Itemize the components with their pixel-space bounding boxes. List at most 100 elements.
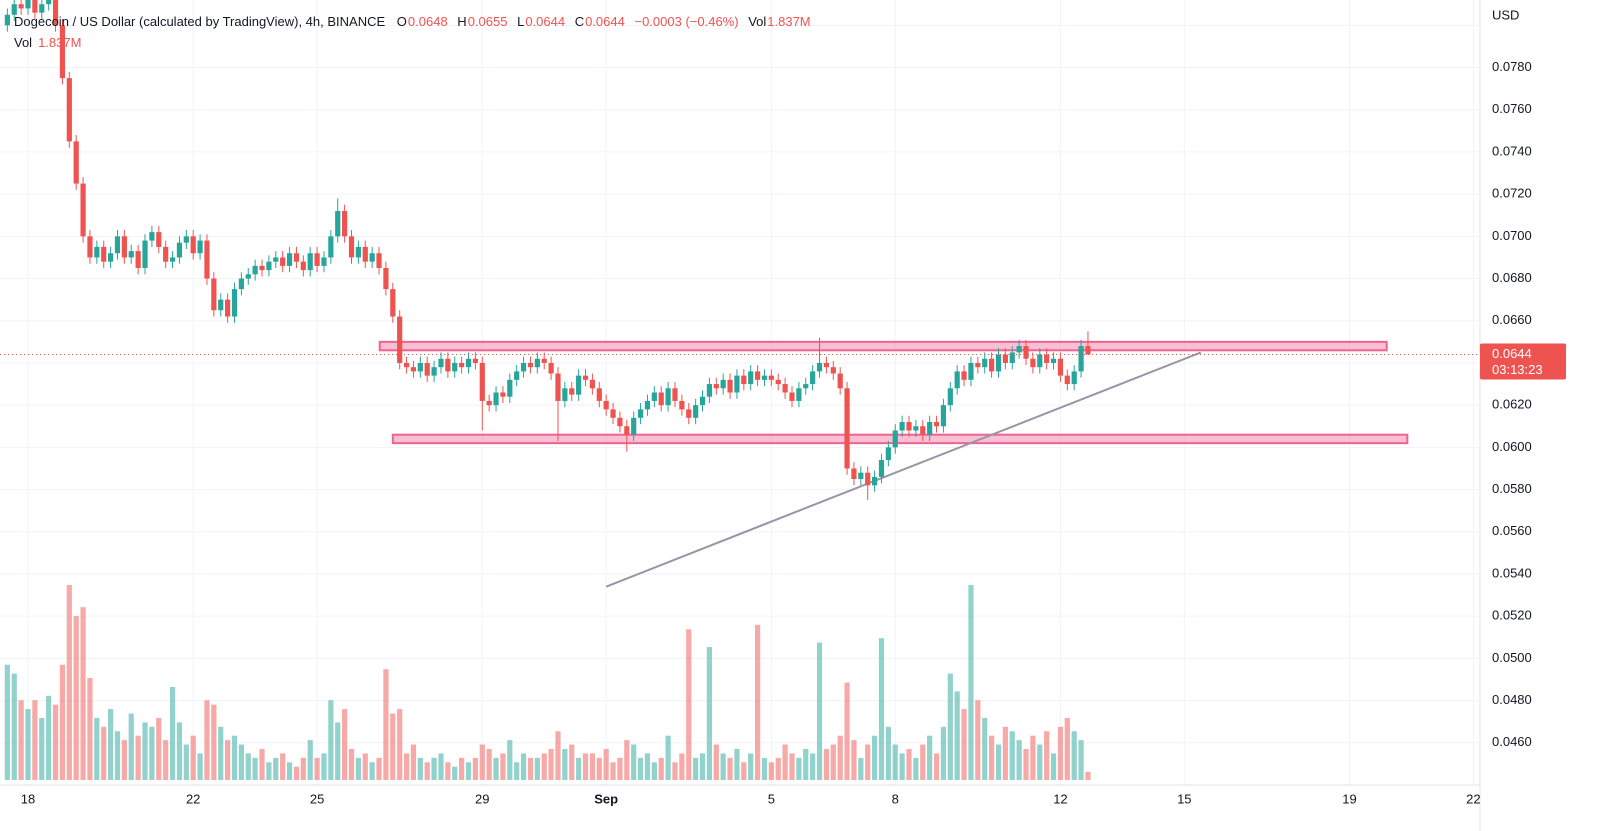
candle-body <box>727 379 733 393</box>
open-value: 0.0648 <box>407 14 448 29</box>
volume-bar <box>823 748 830 780</box>
candle-body <box>589 379 595 389</box>
volume-bar <box>1016 740 1022 780</box>
volume-bar <box>576 757 582 780</box>
candle-body <box>142 240 148 268</box>
volume-bar <box>810 753 816 780</box>
candle-body <box>693 405 699 418</box>
candle-body <box>1023 346 1029 359</box>
volume-bar <box>472 757 478 780</box>
volume-bar <box>761 757 768 780</box>
candle-body <box>197 240 203 254</box>
volume-bar <box>631 744 637 780</box>
candle-body <box>789 392 795 401</box>
volume-bar <box>328 700 334 780</box>
candle-body <box>995 354 1002 372</box>
volume-bar <box>954 691 960 780</box>
volume-bar <box>775 757 781 780</box>
candle-body <box>18 4 24 9</box>
y-tick-label: 0.0540 <box>1492 565 1532 580</box>
y-tick-label: 0.0580 <box>1492 481 1532 496</box>
candle-body <box>514 371 520 380</box>
volume-bar <box>548 748 554 780</box>
candle-body <box>376 253 382 268</box>
volume-bar <box>424 762 430 780</box>
candle-body <box>527 362 534 368</box>
volume-bar <box>789 753 795 780</box>
volume-bar <box>803 748 809 780</box>
y-tick-label: 0.0760 <box>1492 101 1532 116</box>
candle-body <box>837 373 843 389</box>
volume-value: 1.837M <box>767 14 811 29</box>
volume-bar <box>238 744 244 780</box>
volume-bar <box>156 717 162 780</box>
candle-body <box>245 274 251 279</box>
volume-bar <box>851 740 857 780</box>
candle-body <box>637 409 644 418</box>
candle-body <box>225 299 231 317</box>
volume-bar <box>190 735 196 780</box>
volume-bar <box>1078 740 1084 780</box>
x-tick-label: 29 <box>475 791 489 806</box>
volume-bar <box>266 762 272 780</box>
volume-bar <box>754 624 761 780</box>
volume-bar <box>672 762 678 780</box>
x-tick-label: 12 <box>1053 791 1067 806</box>
candle-body <box>569 388 575 395</box>
candle-body <box>163 246 169 262</box>
candle-body <box>1071 371 1077 385</box>
y-tick-label: 0.0500 <box>1492 650 1532 665</box>
candle-body <box>954 371 960 389</box>
volume-bar <box>734 748 740 780</box>
candle-body <box>892 430 898 448</box>
volume-bar <box>741 762 747 780</box>
volume-bar <box>500 753 506 780</box>
candle-body <box>920 426 926 435</box>
volume-bar <box>335 722 341 780</box>
candle-body <box>617 417 623 427</box>
volume-bar <box>562 748 568 780</box>
y-tick-label: 0.0700 <box>1492 228 1532 243</box>
candle-body <box>1044 354 1050 363</box>
candle-body <box>596 388 602 401</box>
volume-bar <box>431 757 437 780</box>
volume-bar <box>975 700 981 780</box>
volume-bar <box>11 673 17 780</box>
candle-body <box>176 242 183 258</box>
candle-body <box>335 211 341 237</box>
candle-body <box>128 251 134 258</box>
volume-bar <box>18 700 24 780</box>
volume-bar <box>452 766 458 780</box>
candle-body <box>87 236 93 258</box>
volume-bar <box>906 748 912 780</box>
candle-body <box>135 251 141 268</box>
low-value: 0.0644 <box>525 14 566 29</box>
symbol: Dogecoin / US Dollar (calculated by Trad… <box>14 14 386 29</box>
volume-bar <box>644 753 651 780</box>
volume-bar <box>493 757 499 780</box>
volume-bar <box>445 762 451 780</box>
candle-body <box>830 367 836 374</box>
candle-body <box>465 358 472 368</box>
candle-body <box>754 371 761 380</box>
candle-body <box>52 0 59 26</box>
volume-bar <box>403 753 410 780</box>
volume-bar <box>603 748 609 780</box>
volume-bar <box>610 762 616 780</box>
candle-body <box>94 246 100 258</box>
volume-bar <box>885 726 891 780</box>
candle-body <box>624 426 630 435</box>
volume-bar <box>321 753 327 780</box>
volume-bar <box>479 744 485 780</box>
candle-body <box>858 472 864 480</box>
candle-body <box>658 392 664 406</box>
volume-bar <box>940 726 947 780</box>
y-tick-label: 0.0740 <box>1492 143 1532 158</box>
volume-bar <box>637 757 644 780</box>
volume-bar <box>280 753 286 780</box>
candle-body <box>438 358 444 368</box>
volume-bar <box>527 757 534 780</box>
y-tick-label: 0.0460 <box>1492 734 1532 749</box>
volume-bar <box>293 766 300 780</box>
candle-body <box>238 278 244 290</box>
